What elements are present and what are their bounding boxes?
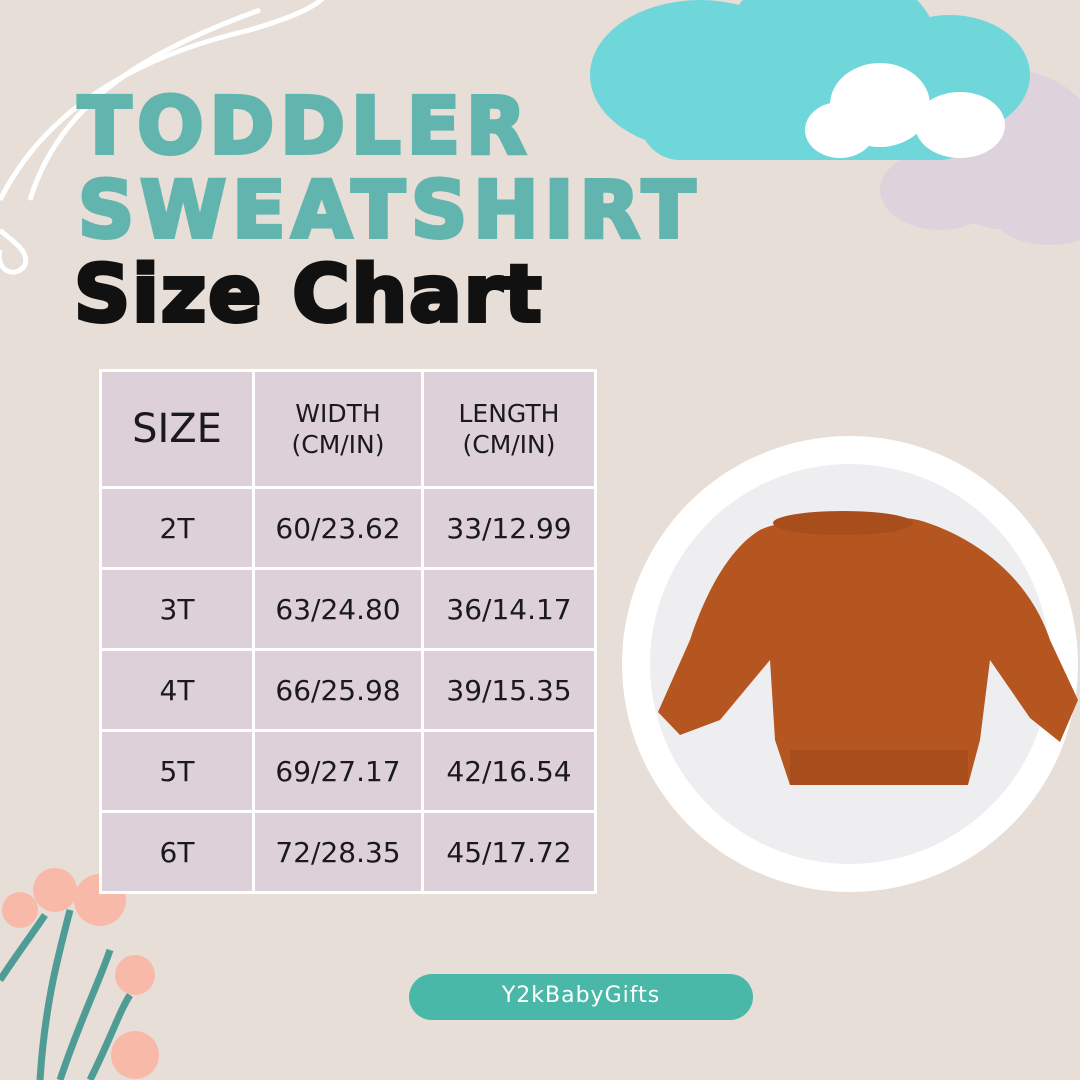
cell-length: 39/15.35 xyxy=(421,648,597,732)
cell-length: 36/14.17 xyxy=(421,567,597,651)
table-row: 3T 63/24.80 36/14.17 xyxy=(99,567,597,651)
cloud-white-icon xyxy=(805,63,1005,158)
cell-width: 60/23.62 xyxy=(252,486,424,570)
cell-width: 69/27.17 xyxy=(252,729,424,813)
table-row: 6T 72/28.35 45/17.72 xyxy=(99,810,597,894)
swirl-line xyxy=(0,0,325,275)
cell-size: 5T xyxy=(99,729,255,813)
cell-size: 2T xyxy=(99,486,255,570)
cell-size: 4T xyxy=(99,648,255,732)
header-width: WIDTH (CM/IN) xyxy=(252,369,424,489)
cell-width: 66/25.98 xyxy=(252,648,424,732)
cell-size: 6T xyxy=(99,810,255,894)
cell-width: 63/24.80 xyxy=(252,567,424,651)
header-length: LENGTH (CM/IN) xyxy=(421,369,597,489)
cell-length: 42/16.54 xyxy=(421,729,597,813)
table-header-row: SIZE WIDTH (CM/IN) LENGTH (CM/IN) xyxy=(99,369,597,489)
header-width-unit: (CM/IN) xyxy=(291,430,385,459)
table-row: 2T 60/23.62 33/12.99 xyxy=(99,486,597,570)
table-row: 5T 69/27.17 42/16.54 xyxy=(99,729,597,813)
title-line-2: SWEATSHIRT xyxy=(76,166,702,256)
cell-size: 3T xyxy=(99,567,255,651)
flower-branch-icon xyxy=(0,868,159,1080)
brand-badge: Y2kBabyGifts xyxy=(409,974,753,1020)
sweatshirt-image xyxy=(658,511,1078,785)
header-size: SIZE xyxy=(99,369,255,489)
table-row: 4T 66/25.98 39/15.35 xyxy=(99,648,597,732)
title-line-3: Size Chart xyxy=(72,250,544,340)
header-length-label: LENGTH xyxy=(458,398,560,428)
header-width-label: WIDTH xyxy=(295,398,381,428)
size-chart-table: SIZE WIDTH (CM/IN) LENGTH (CM/IN) 2T 60/23.… xyxy=(99,369,597,894)
title-line-1: TODDLER xyxy=(76,82,533,172)
cell-width: 72/28.35 xyxy=(252,810,424,894)
swirl-line-2 xyxy=(27,7,261,201)
header-length-unit: (CM/IN) xyxy=(462,430,556,459)
cell-length: 45/17.72 xyxy=(421,810,597,894)
cell-length: 33/12.99 xyxy=(421,486,597,570)
